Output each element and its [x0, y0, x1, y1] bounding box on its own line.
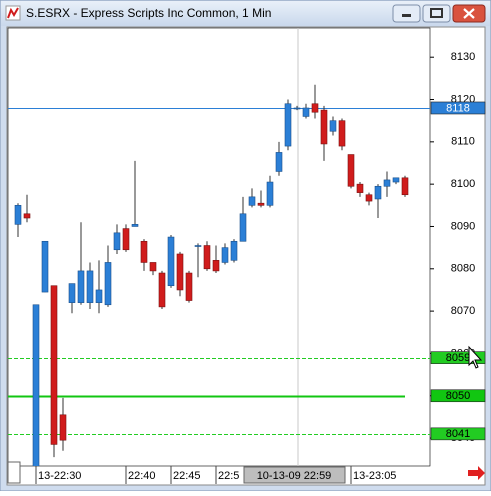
candle-body — [329, 120, 337, 132]
candle-body — [392, 177, 400, 183]
candles — [14, 84, 409, 466]
candle-body — [131, 224, 139, 227]
candle-body — [149, 262, 157, 272]
y-tick-label: 8130 — [451, 51, 475, 63]
candle-body — [302, 107, 310, 117]
candle-body — [86, 270, 94, 303]
x-tick-label: 13-22:30 — [38, 470, 81, 482]
candle-body — [41, 240, 49, 293]
candle-body — [275, 152, 283, 172]
candle-body — [50, 285, 58, 445]
candle-body — [239, 213, 247, 242]
candle-body — [23, 213, 31, 219]
chart-layer: 8040805080608070808080908100811081208130… — [8, 28, 486, 484]
app-icon — [5, 5, 21, 21]
level-tag-label: 8118 — [446, 102, 470, 114]
y-tick-label: 8070 — [451, 305, 475, 317]
candle-body — [230, 240, 238, 261]
candle-body — [203, 245, 211, 270]
level-tag — [430, 101, 486, 115]
candle-body — [158, 272, 166, 308]
candle-body — [140, 240, 148, 263]
y-tick-label: 8090 — [451, 220, 475, 232]
candle-body — [257, 202, 265, 206]
scroll-arrow[interactable] — [468, 466, 485, 480]
candle-body — [284, 103, 292, 147]
candle-body — [365, 194, 373, 202]
y-tick-label: 8110 — [451, 136, 475, 148]
close-button[interactable] — [452, 4, 486, 23]
x-tick-label: 13-23:05 — [353, 470, 396, 482]
candle-body — [167, 236, 175, 287]
window-title: S.ESRX - Express Scripts Inc Common, 1 M… — [26, 6, 271, 20]
candle-body — [194, 245, 202, 247]
level-tag — [430, 389, 486, 403]
x-tick-label: 22:5 — [218, 470, 239, 482]
candle-body — [347, 154, 355, 187]
candle-body — [176, 253, 184, 291]
candle-body — [77, 270, 85, 303]
candle-body — [212, 260, 220, 272]
candle-body — [122, 228, 130, 251]
candle-body — [221, 247, 229, 263]
candle-body — [113, 232, 121, 251]
candle-body — [320, 109, 328, 145]
candle-body — [248, 196, 256, 206]
minimize-button[interactable] — [392, 4, 421, 23]
level-tag-label: 8041 — [446, 428, 470, 440]
plot-area — [7, 27, 431, 467]
candle-body — [68, 283, 76, 303]
candle-body — [14, 205, 22, 225]
candle-body — [338, 120, 346, 147]
y-tick-label: 8100 — [451, 178, 475, 190]
level-tag-label: 8059 — [446, 352, 470, 364]
candle-body — [104, 262, 112, 306]
maximize-button[interactable] — [422, 4, 451, 23]
level-tag — [430, 427, 486, 441]
candle-body — [293, 107, 301, 110]
crosshair-x-box — [243, 466, 346, 484]
candle-body — [95, 289, 103, 303]
crosshair-x-label: 10-13-09 22:59 — [257, 470, 332, 482]
candle-body — [374, 185, 382, 200]
mouse-cursor — [468, 345, 483, 369]
x-tick-label: 22:45 — [173, 470, 201, 482]
y-tick-label: 8080 — [451, 263, 475, 275]
candle-body — [311, 103, 319, 113]
candle-body — [401, 177, 409, 196]
candle-body — [266, 181, 274, 206]
candle-body — [383, 179, 391, 187]
candle-body — [356, 183, 364, 193]
level-tag-label: 8050 — [446, 390, 470, 402]
x-tick-label: 22:40 — [128, 470, 156, 482]
candle-body — [59, 414, 67, 441]
candle-body — [32, 304, 40, 466]
candle-body — [185, 272, 193, 301]
scroll-box[interactable] — [7, 461, 21, 484]
